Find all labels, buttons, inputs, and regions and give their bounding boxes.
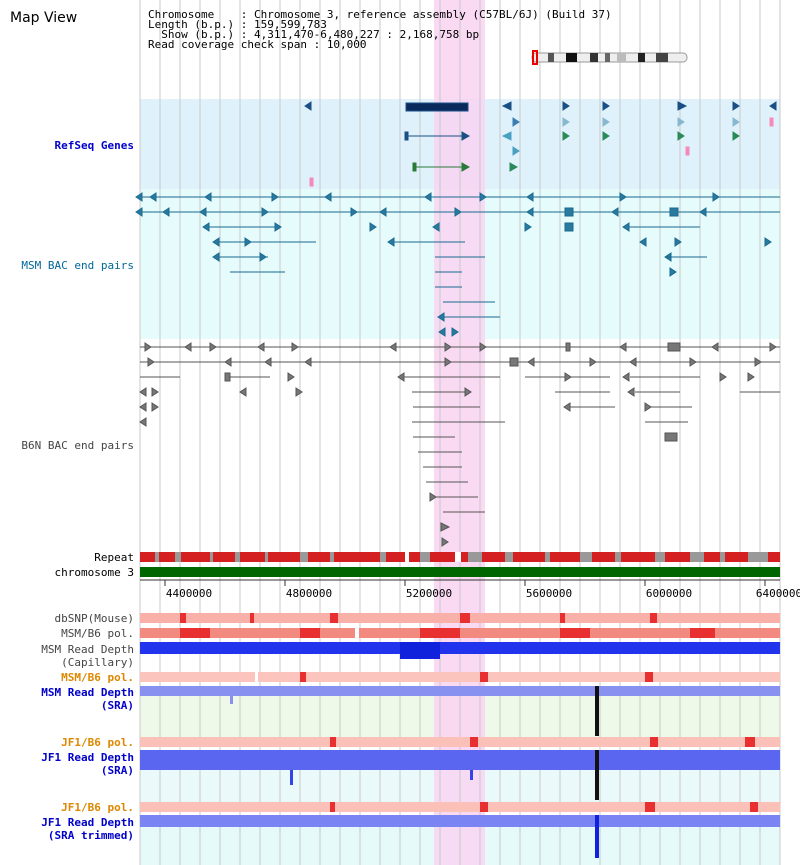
grid-lines <box>139 0 781 865</box>
span-label: Read coverage check span : <box>148 38 321 51</box>
jf1-depth-sra-line2: (SRA) <box>100 764 134 777</box>
jf1-depth-sra-line1: JF1 Read Depth <box>41 751 134 764</box>
b6n-bac-label[interactable]: B6N BAC end pairs <box>21 439 134 452</box>
jf1-b6-pol-2-label: JF1/B6 pol. <box>61 801 134 814</box>
page-title: Map View <box>10 10 78 26</box>
msm-depth-sra-label: MSM Read Depth (SRA) <box>0 686 134 712</box>
axis-label: 5600000 <box>525 587 573 600</box>
axis-label: 5200000 <box>405 587 453 600</box>
axis-label: 4800000 <box>285 587 333 600</box>
msm-depth-sra-line2: (SRA) <box>100 699 134 712</box>
show-value: 4,311,470-6,480,227 : 2,168,758 bp <box>253 28 480 41</box>
jf1-depth-sra-label: JF1 Read Depth (SRA) <box>0 751 134 777</box>
refseq-genes <box>304 101 777 187</box>
chromosome-ideogram[interactable] <box>531 50 688 65</box>
chromosome-info: Chromosome : Chromosome 3, reference ass… <box>148 8 612 51</box>
jf1-depth-trim-line1: JF1 Read Depth <box>41 816 134 829</box>
jf1-depth-trim-label: JF1 Read Depth (SRA trimmed) <box>0 816 134 842</box>
refseq-label[interactable]: RefSeq Genes <box>54 139 134 152</box>
repeat-track <box>140 552 780 562</box>
show-label: Show (b.p.) : <box>148 28 248 41</box>
b6n-bac-pairs <box>139 342 780 547</box>
span-value: 10,000 <box>326 38 367 51</box>
axis-label: 6000000 <box>645 587 693 600</box>
msm-b6-pol-2-label: MSM/B6 pol. <box>61 671 134 684</box>
chromosome-bar <box>140 567 780 577</box>
axis-label: 4400000 <box>165 587 213 600</box>
msm-depth-sra-line1: MSM Read Depth <box>41 686 134 699</box>
chromosome-label: Chromosome : <box>148 8 248 21</box>
jf1-b6-pol-label: JF1/B6 pol. <box>61 736 134 749</box>
chromosome-value: Chromosome 3, reference assembly (C57BL/… <box>253 8 612 21</box>
axis-label: 6400000 <box>755 587 800 600</box>
length-value: 159,599,783 <box>253 18 327 31</box>
chromosome-label-track: chromosome 3 <box>54 566 134 579</box>
msm-depth-cap-line2: (Capillary) <box>61 656 134 669</box>
jf1-depth-trim-line2: (SRA trimmed) <box>47 829 134 842</box>
read-depth-tracks <box>140 642 780 858</box>
heat-strips <box>140 613 780 812</box>
repeat-label: Repeat <box>94 551 134 564</box>
msm-b6-pol-label: MSM/B6 pol. <box>61 627 134 640</box>
msm-depth-cap-line1: MSM Read Depth <box>41 643 134 656</box>
msm-bac-pairs <box>135 192 780 337</box>
length-label: Length (b.p.) : <box>148 18 248 31</box>
msm-bac-label[interactable]: MSM BAC end pairs <box>21 259 134 272</box>
msm-depth-cap-label: MSM Read Depth (Capillary) <box>0 643 134 669</box>
axis-ticks <box>140 579 780 586</box>
dbsnp-label: dbSNP(Mouse) <box>54 612 134 625</box>
